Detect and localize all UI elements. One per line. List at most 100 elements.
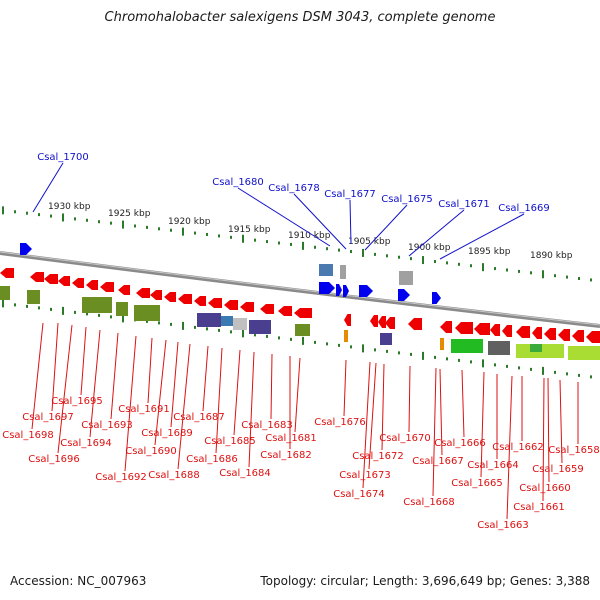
- reverse-gene-label: Csal_1667: [412, 456, 464, 467]
- gene-arrow-reverse: [44, 274, 58, 284]
- gene-arrow-reverse: [240, 302, 254, 312]
- gene-feature-box: [116, 302, 128, 316]
- forward-gene-label: Csal_1671: [438, 199, 490, 210]
- genome-backbone-highlight: [0, 251, 600, 326]
- reverse-gene-label: Csal_1682: [260, 450, 312, 461]
- reverse-callout-line: [461, 369, 465, 438]
- forward-gene-label: Csal_1680: [212, 177, 264, 188]
- reverse-gene-label: Csal_1673: [339, 470, 391, 481]
- gene-arrow-reverse: [544, 328, 556, 340]
- forward-callout-line: [364, 204, 408, 251]
- gene-arrow-reverse: [86, 280, 98, 290]
- forward-callout-line: [349, 199, 352, 245]
- reverse-gene-label: Csal_1676: [314, 417, 366, 428]
- scale-label: 1910 kbp: [288, 231, 331, 241]
- reverse-gene-label: Csal_1693: [81, 420, 133, 431]
- scale-label: 1920 kbp: [168, 217, 211, 227]
- reverse-gene-label: Csal_1698: [2, 430, 54, 441]
- reverse-callout-line: [368, 362, 377, 470]
- reverse-gene-label: Csal_1692: [95, 472, 147, 483]
- gene-arrow-reverse: [0, 268, 14, 278]
- gene-feature-box: [530, 344, 542, 352]
- gene-arrow-forward: [398, 289, 410, 301]
- reverse-callout-line: [177, 343, 191, 470]
- reverse-gene-label: Csal_1688: [148, 470, 200, 481]
- gene-feature-box: [134, 305, 160, 321]
- gene-arrow-reverse: [100, 282, 114, 292]
- gene-arrow-reverse: [164, 292, 176, 302]
- gene-arrow-reverse: [516, 326, 530, 338]
- reverse-gene-label: Csal_1664: [467, 460, 519, 471]
- accession-text: Accession: NC_007963: [10, 574, 147, 588]
- reverse-callout-line: [124, 335, 137, 472]
- reverse-callout-line: [154, 339, 167, 446]
- reverse-callout-line: [547, 377, 550, 483]
- reverse-callout-line: [147, 337, 153, 404]
- forward-gene-callouts: Csal_1700 Csal_1680 Csal_1678 Csal_1677 Csal…: [32, 152, 550, 260]
- forward-gene-label: Csal_1675: [381, 194, 433, 205]
- gene-arrow-reverse: [440, 321, 452, 333]
- reverse-gene-label: Csal_1666: [434, 438, 486, 449]
- gene-arrow-forward: [432, 292, 441, 304]
- scale-label: 1930 kbp: [48, 202, 91, 212]
- reverse-callout-line: [362, 361, 371, 489]
- gene-arrow-reverse: [136, 288, 150, 298]
- gene-feature-box: [233, 318, 247, 330]
- reverse-gene-label: Csal_1694: [60, 438, 112, 449]
- gene-arrow-reverse: [378, 316, 386, 328]
- reverse-gene-label: Csal_1660: [519, 483, 571, 494]
- reverse-gene-label: Csal_1695: [51, 396, 103, 407]
- gene-arrow-reverse: [474, 323, 490, 335]
- gene-feature-box: [221, 316, 233, 326]
- scale-label: 1890 kbp: [530, 251, 573, 261]
- reverse-callout-line: [542, 377, 545, 502]
- scale-label: 1925 kbp: [108, 209, 151, 219]
- gene-feature-box: [344, 330, 348, 342]
- forward-callout-line: [408, 209, 465, 257]
- gene-arrow-reverse: [150, 290, 162, 300]
- reverse-callout-line: [506, 375, 513, 520]
- forward-gene-label: Csal_1678: [268, 183, 320, 194]
- gene-feature-box: [319, 264, 333, 276]
- forward-callout-line: [439, 213, 525, 260]
- reverse-gene-label: Csal_1691: [118, 404, 170, 415]
- reverse-gene-label: Csal_1659: [532, 464, 584, 475]
- gene-arrow-reverse: [178, 294, 192, 304]
- gene-arrow-reverse: [532, 327, 542, 339]
- gene-feature-box: [295, 324, 310, 336]
- gene-arrow-forward: [336, 284, 342, 296]
- gene-arrow-forward: [359, 285, 373, 297]
- gene-feature-box: [380, 333, 392, 345]
- reverse-gene-label: Csal_1697: [22, 412, 74, 423]
- reverse-callout-line: [233, 349, 241, 436]
- reverse-gene-label: Csal_1696: [28, 454, 80, 465]
- reverse-callout-line: [110, 332, 119, 420]
- gene-arrow-reverse: [260, 304, 274, 314]
- gene-feature-box: [568, 346, 600, 360]
- gene-feature-box: [27, 290, 40, 304]
- scale-ticks: [2, 206, 592, 379]
- gene-arrow-reverse: [278, 306, 292, 316]
- gene-features: [0, 243, 600, 360]
- reverse-gene-label: Csal_1672: [352, 451, 404, 462]
- reverse-callout-line: [432, 367, 437, 497]
- reverse-gene-callouts: Csal_1698 Csal_1697 Csal_1696 Csal_1695 Csal…: [2, 322, 600, 531]
- forward-gene-label: Csal_1700: [37, 152, 89, 163]
- reverse-gene-label: Csal_1686: [186, 454, 238, 465]
- reverse-gene-label: Csal_1658: [548, 445, 600, 456]
- gene-arrow-reverse: [118, 285, 130, 295]
- gene-arrow-forward: [343, 285, 349, 297]
- gene-feature-box: [340, 265, 346, 279]
- reverse-callout-line: [270, 353, 273, 420]
- gene-arrow-forward: [20, 243, 32, 255]
- gene-arrow-reverse: [30, 272, 44, 282]
- reverse-gene-label: Csal_1663: [477, 520, 529, 531]
- genome-backbone: [0, 251, 600, 328]
- reverse-callout-line: [80, 326, 87, 396]
- reverse-gene-label: Csal_1681: [265, 433, 317, 444]
- gene-arrow-reverse: [455, 322, 473, 334]
- reverse-callout-line: [381, 363, 385, 451]
- forward-callout-line: [32, 162, 64, 213]
- gene-arrow-reverse: [370, 315, 378, 327]
